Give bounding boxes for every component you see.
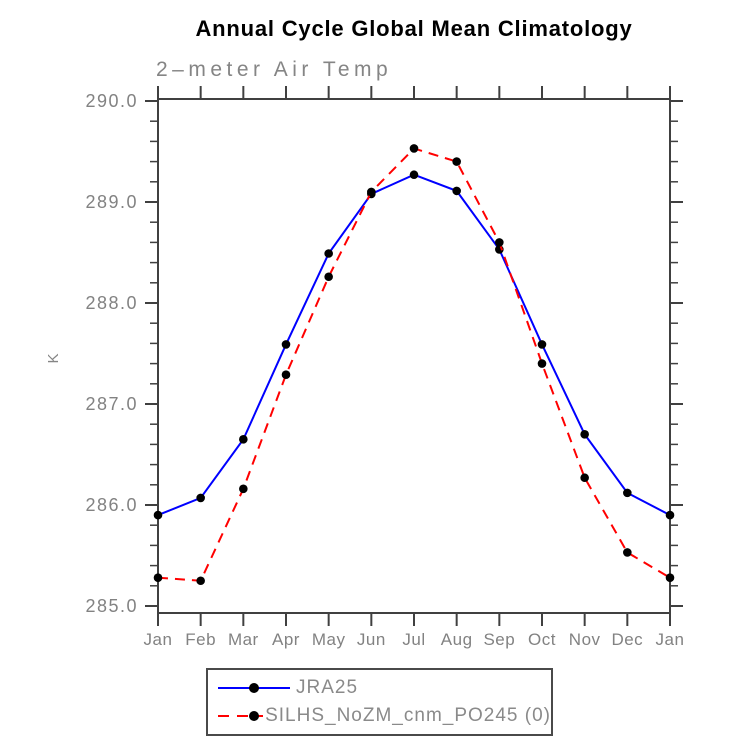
data-point	[239, 484, 248, 494]
legend-marker-icon	[249, 711, 259, 722]
data-point	[495, 238, 504, 247]
x-tick-label: Jan	[144, 630, 173, 649]
legend-label: SILHS_NoZM_cnm_PO245 (0)	[265, 705, 551, 727]
x-tick-label: Nov	[569, 630, 601, 649]
y-tick-label: 285.0	[85, 596, 138, 616]
data-point	[623, 548, 632, 557]
chart-subtitle: 2–meter Air Temp	[156, 58, 393, 81]
x-tick-label: Feb	[185, 630, 216, 649]
data-point	[239, 435, 248, 444]
legend-entry: SILHS_NoZM_cnm_PO245 (0)	[214, 703, 551, 729]
legend-line-sample-dashed	[218, 711, 264, 722]
x-tick-label: Apr	[272, 630, 300, 649]
legend-marker-icon	[249, 682, 259, 693]
data-point	[153, 573, 163, 583]
x-tick-label: Oct	[528, 630, 556, 649]
x-tick-label: Jul	[402, 630, 425, 649]
data-point	[623, 488, 632, 498]
x-tick-label: Mar	[228, 630, 259, 649]
data-point	[580, 473, 589, 483]
data-point	[324, 272, 333, 282]
data-point	[409, 170, 419, 180]
y-tick-label: 286.0	[85, 495, 138, 515]
legend: JRA25 SILHS_NoZM_cnm_PO245 (0)	[206, 668, 553, 736]
data-point	[665, 510, 675, 520]
data-point	[281, 370, 291, 380]
data-point	[580, 430, 589, 439]
data-point	[537, 340, 547, 349]
legend-entry: JRA25	[214, 675, 551, 701]
data-point	[665, 573, 675, 583]
data-point	[281, 340, 291, 349]
y-tick-label: 289.0	[85, 192, 138, 212]
y-tick-label: 287.0	[85, 394, 138, 414]
data-point	[196, 576, 205, 586]
legend-line-sample-solid	[218, 682, 290, 693]
x-tick-label: Jun	[357, 630, 386, 649]
data-point	[409, 144, 419, 153]
data-point	[452, 186, 461, 196]
data-point	[153, 510, 163, 520]
x-tick-label: May	[312, 630, 346, 649]
data-point	[196, 493, 205, 503]
x-tick-label: Dec	[611, 630, 643, 649]
y-tick-label: 288.0	[85, 293, 138, 313]
chart-title: Annual Cycle Global Mean Climatology	[195, 16, 633, 41]
x-tick-label: Sep	[483, 630, 515, 649]
series-line-0	[157, 173, 671, 517]
legend-label: JRA25	[296, 676, 359, 698]
x-tick-label: Aug	[441, 630, 473, 649]
x-tick-label: Jan	[656, 630, 685, 649]
data-point	[537, 359, 547, 368]
data-point	[367, 187, 376, 197]
data-point	[452, 157, 461, 166]
series-line-1	[157, 147, 671, 582]
y-tick-label: 290.0	[85, 91, 138, 111]
data-point	[324, 249, 333, 258]
